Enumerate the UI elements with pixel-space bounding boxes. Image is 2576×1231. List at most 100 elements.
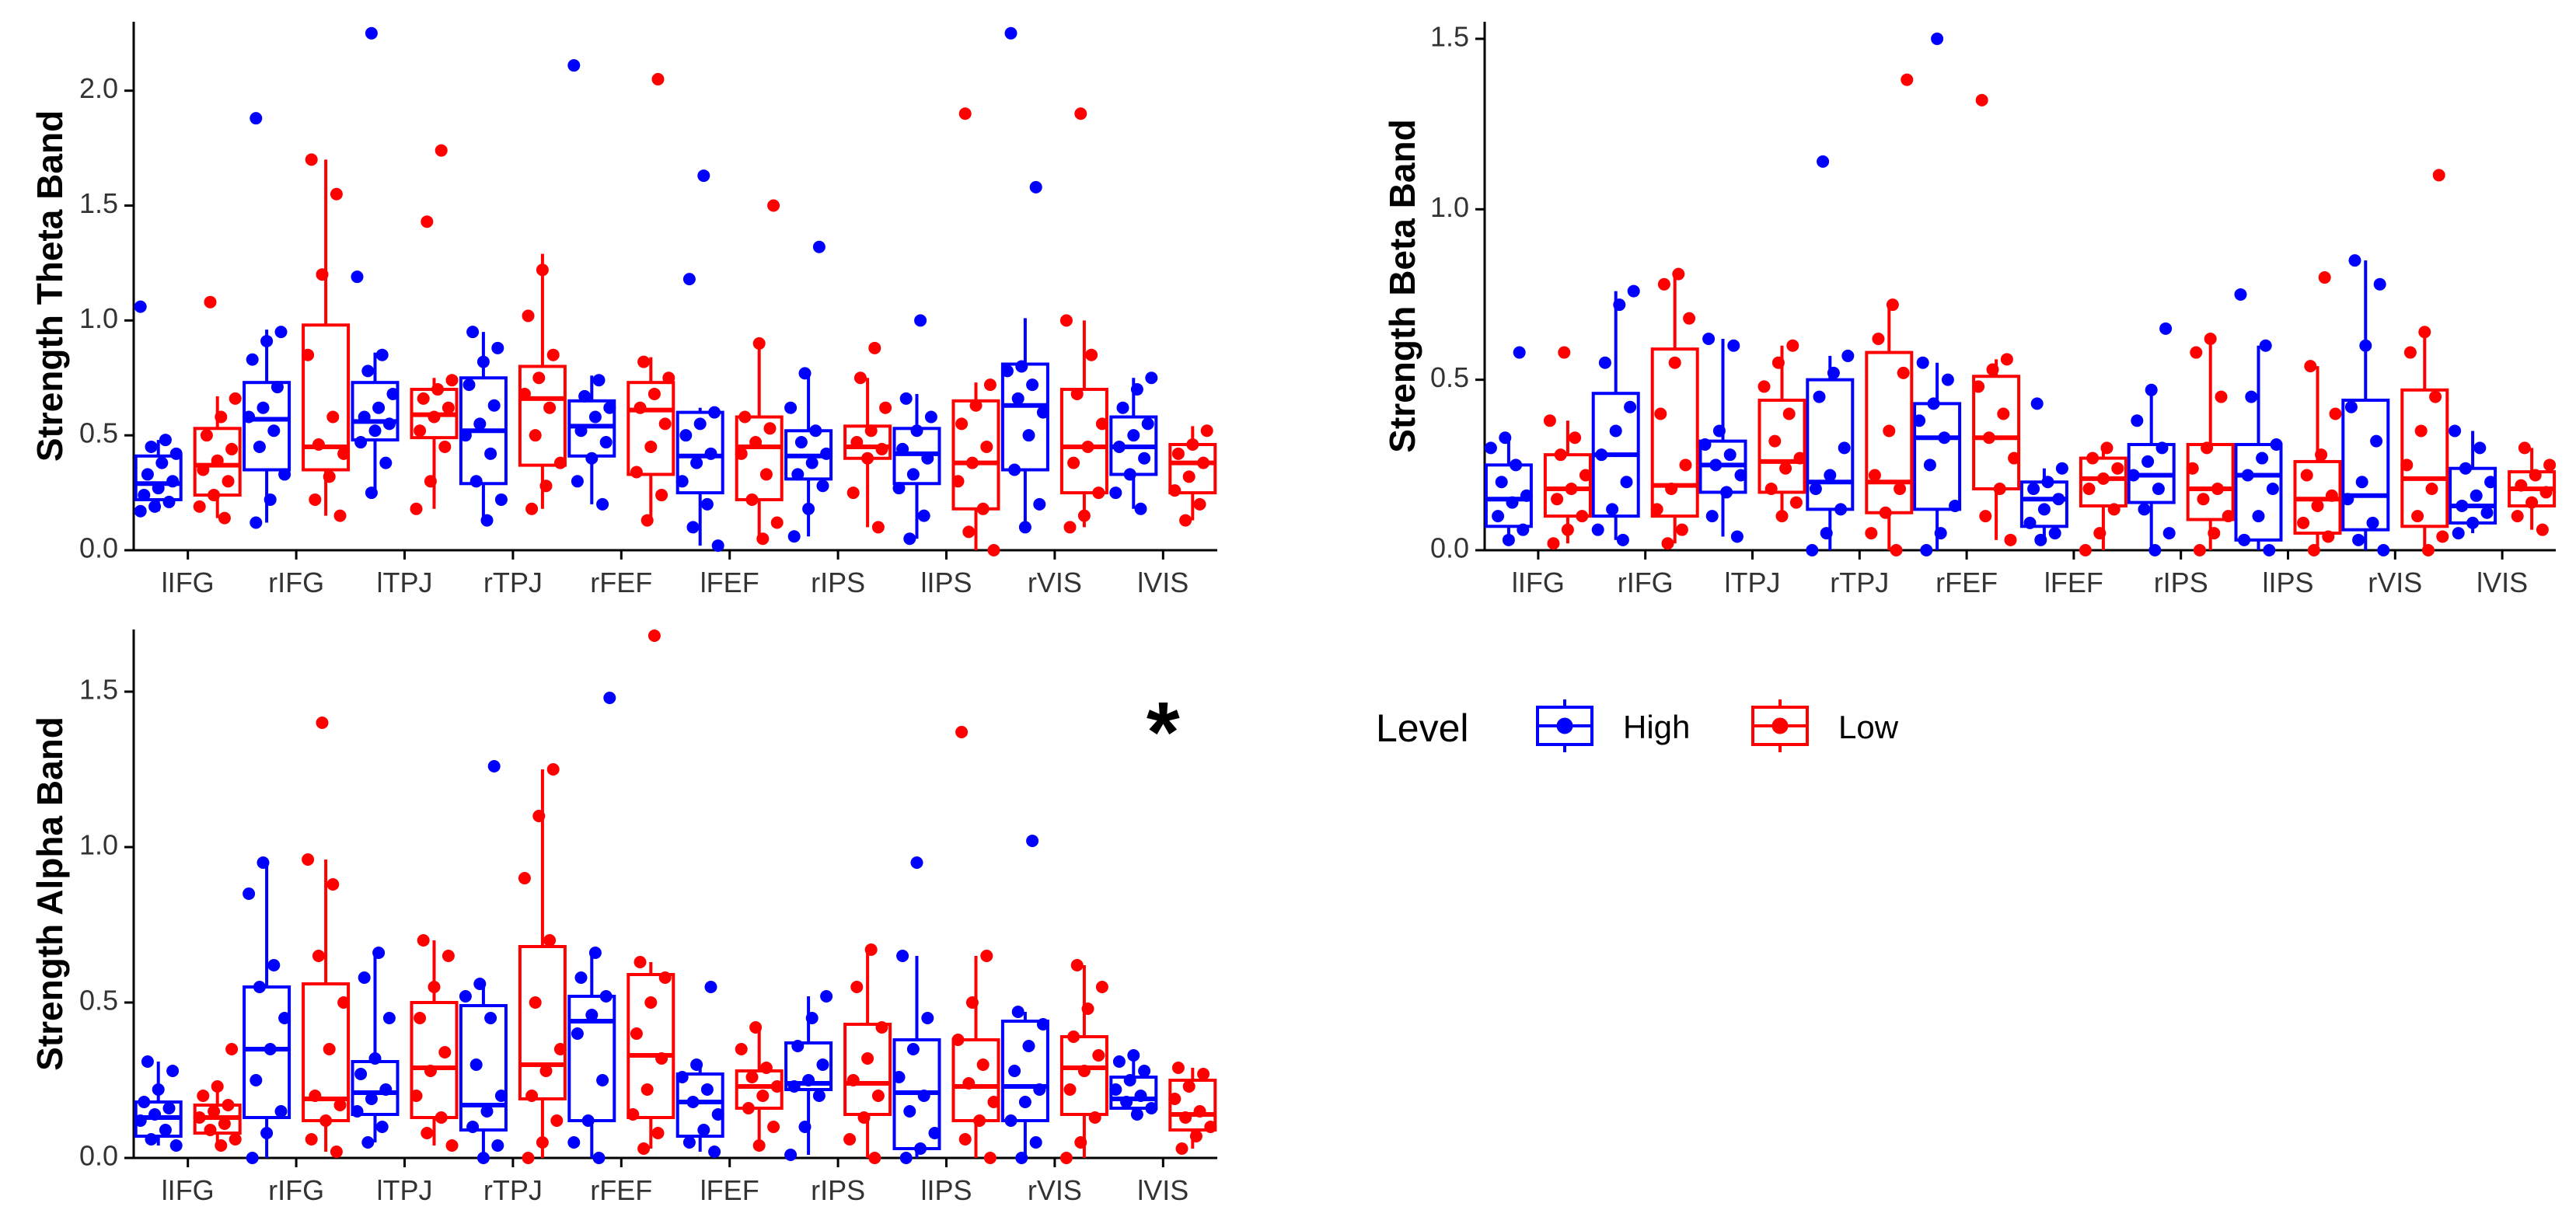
alpha-point-high: [1134, 1090, 1147, 1102]
alpha-box-body: [784, 1041, 833, 1091]
beta-box-high-lIFG: [1484, 346, 1533, 546]
alpha-point-high: [1018, 1096, 1031, 1108]
alpha-point-high: [1127, 1049, 1140, 1062]
theta-point-high: [260, 334, 274, 347]
alpha-point-high: [784, 1149, 798, 1161]
beta-x-tick-label-lIPS: lIPS: [2262, 567, 2313, 598]
alpha-point-low: [543, 934, 557, 947]
alpha-point-high: [896, 950, 909, 962]
theta-point-low: [637, 355, 651, 368]
alpha-box-high-rFEF: [567, 692, 616, 1164]
alpha-point-high: [603, 692, 616, 704]
beta-point-high: [1624, 400, 1637, 413]
beta-point-high: [1920, 544, 1933, 556]
alpha-point-low: [1088, 1111, 1101, 1124]
beta-point-high: [1520, 489, 1533, 502]
theta-point-high: [267, 424, 281, 438]
alpha-point-high: [1029, 1136, 1042, 1149]
alpha-point-low: [326, 878, 340, 891]
alpha-point-low: [546, 763, 560, 776]
alpha-point-high: [928, 1127, 941, 1139]
beta-point-low: [2525, 496, 2539, 509]
alpha-point-low: [651, 1127, 665, 1139]
beta-box-body: [2400, 388, 2449, 528]
theta-box-low-rVIS: [1059, 107, 1108, 534]
beta-point-high: [1616, 533, 1629, 546]
alpha-point-high: [585, 1009, 599, 1021]
alpha-point-low: [861, 1052, 874, 1065]
theta-point-high: [599, 436, 613, 449]
theta-point-high: [571, 475, 584, 488]
alpha-point-high: [267, 959, 281, 971]
beta-point-high: [2155, 441, 2169, 455]
theta-point-high: [246, 353, 259, 366]
alpha-y-tick-label: 1.5: [79, 674, 118, 706]
beta-point-high: [1510, 459, 1523, 472]
alpha-point-low: [987, 1096, 1000, 1108]
alpha-point-low: [204, 1124, 217, 1136]
theta-box-body: [518, 364, 567, 467]
alpha-point-high: [690, 1058, 703, 1071]
theta-box-body: [134, 454, 183, 501]
beta-point-low: [1782, 407, 1796, 420]
beta-box-low-lVIS: [2508, 441, 2557, 536]
beta-point-high: [2055, 462, 2068, 475]
beta-point-high: [2449, 424, 2462, 438]
beta-point-high: [2145, 383, 2158, 396]
alpha-point-high: [358, 971, 371, 984]
alpha-point-low: [871, 1090, 885, 1102]
beta-point-high: [2162, 527, 2176, 540]
alpha-point-low: [1182, 1080, 1196, 1093]
alpha-point-high: [382, 1012, 396, 1024]
alpha-point-high: [787, 1080, 801, 1093]
beta-box-body: [1543, 453, 1592, 518]
theta-y-tick-label: 1.5: [79, 187, 118, 219]
theta-point-low: [644, 440, 658, 453]
beta-point-high: [1927, 397, 1940, 410]
alpha-point-low: [442, 950, 455, 962]
theta-point-high: [469, 475, 483, 488]
beta-point-high: [1949, 499, 1962, 512]
theta-point-low: [211, 454, 224, 467]
alpha-point-high: [1022, 1040, 1035, 1052]
beta-point-low: [1558, 346, 1571, 359]
theta-point-high: [697, 169, 710, 183]
alpha-point-high: [250, 1074, 263, 1086]
theta-point-low: [864, 424, 878, 438]
alpha-point-high: [264, 1043, 277, 1055]
alpha-point-high: [697, 1124, 710, 1136]
theta-point-high: [787, 530, 801, 543]
alpha-point-high: [351, 1105, 364, 1118]
beta-point-high: [1517, 523, 1530, 536]
theta-point-low: [1085, 348, 1098, 361]
theta-point-high: [794, 436, 808, 449]
theta-point-high: [274, 326, 288, 339]
beta-point-low: [1997, 407, 2010, 420]
beta-point-high: [1502, 533, 1515, 546]
alpha-point-high: [375, 1121, 389, 1133]
theta-point-low: [204, 295, 217, 309]
beta-point-high: [2348, 254, 2361, 267]
alpha-point-high: [1109, 1083, 1122, 1096]
theta-point-high: [250, 516, 263, 529]
beta-x-tick-label-lFEF: lFEF: [2044, 567, 2103, 598]
theta-point-high: [1116, 401, 1129, 414]
theta-point-low: [1200, 424, 1213, 438]
theta-point-low: [536, 263, 549, 277]
theta-point-high: [145, 440, 158, 453]
theta-box-body: [1059, 388, 1108, 495]
alpha-point-high: [246, 1152, 259, 1164]
alpha-point-low: [756, 1090, 770, 1102]
alpha-point-low: [445, 1139, 459, 1152]
alpha-point-high: [491, 1139, 504, 1152]
beta-point-high: [2355, 476, 2368, 489]
beta-point-low: [2107, 503, 2120, 516]
alpha-point-low: [1070, 959, 1084, 971]
beta-point-low: [2079, 544, 2092, 556]
alpha-box-low-lVIS: [1168, 1062, 1217, 1155]
theta-box-high-rFEF: [567, 59, 616, 511]
legend-key-low: [1751, 699, 1809, 752]
beta-point-low: [1883, 424, 1896, 438]
legend-title: Level: [1376, 706, 1469, 750]
